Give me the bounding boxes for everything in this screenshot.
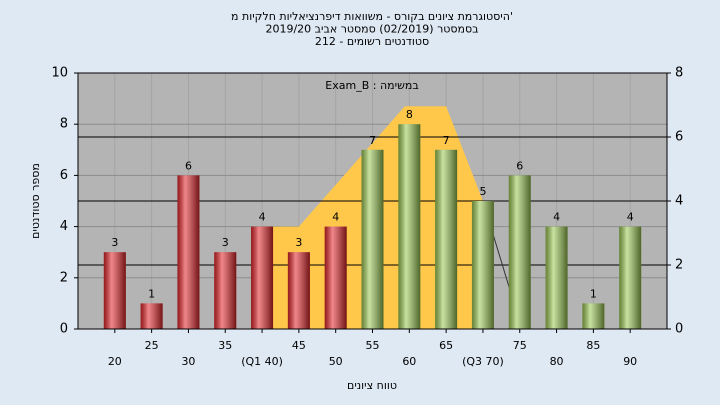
data-label: 7 <box>369 134 376 147</box>
bar-shade <box>361 149 384 329</box>
y-axis-label: מספר סטודנטים <box>29 163 42 239</box>
x-tick-label: 55 <box>366 339 380 352</box>
x-tick-label: 90 <box>623 355 637 368</box>
y2-tick-label: 8 <box>675 66 683 81</box>
y2-tick-label: 0 <box>675 322 683 337</box>
x-tick-label: 45 <box>292 339 306 352</box>
x-tick-label: 60 <box>402 355 416 368</box>
x-tick-label: 20 <box>108 355 122 368</box>
data-label: 3 <box>295 236 302 249</box>
bar-shade <box>582 303 605 329</box>
x-tick-label: (Q3 70) <box>462 355 504 368</box>
bar-shade <box>103 252 126 329</box>
bar-shade <box>619 226 642 329</box>
y-tick-label: 4 <box>60 219 68 234</box>
bar-shade <box>435 149 458 329</box>
data-label: 1 <box>148 287 155 300</box>
data-label: 4 <box>553 211 560 224</box>
data-label: 6 <box>185 159 192 172</box>
data-label: 8 <box>406 108 413 121</box>
data-label: 3 <box>111 236 118 249</box>
bar-shade <box>508 175 531 329</box>
chart-title: בסמסטר (02/2019) סמסטר אביב 2019/20 <box>265 23 478 36</box>
x-tick-label: 75 <box>513 339 527 352</box>
y-tick-label: 10 <box>51 66 68 81</box>
bar-shade <box>398 124 421 329</box>
bar-shade <box>545 226 568 329</box>
x-tick-label: 35 <box>218 339 232 352</box>
x-tick-label: 80 <box>550 355 564 368</box>
plot: 3 1 6 3 4 3 4 7 8 7 5 6 4 1 4 <box>78 72 667 330</box>
bar-shade <box>251 226 274 329</box>
y2-tick-label: 6 <box>675 130 683 145</box>
data-label: 3 <box>222 236 229 249</box>
x-tick-label: (Q1 40) <box>241 355 283 368</box>
bar-shade <box>324 226 347 329</box>
data-label: 1 <box>590 287 597 300</box>
y-tick-label: 6 <box>60 168 68 183</box>
bar-shade <box>287 252 310 329</box>
x-tick-label: 30 <box>181 355 195 368</box>
x-axis-label: טווח ציונים <box>347 379 397 392</box>
data-label: 6 <box>516 159 523 172</box>
y-tick-label: 2 <box>60 270 68 285</box>
x-tick-label: 85 <box>586 339 600 352</box>
x-tick-label: 50 <box>329 355 343 368</box>
chart-title: סטודנטים רשומים - 212 <box>315 35 429 48</box>
bar-shade <box>177 175 200 329</box>
x-tick-label: 25 <box>145 339 159 352</box>
y-tick-label: 0 <box>60 322 68 337</box>
y2-tick-label: 4 <box>675 194 683 209</box>
bar-shade <box>140 303 163 329</box>
data-label: 7 <box>443 134 450 147</box>
chart-title: היסטוגרמת ציונים בקורס - משוואות דיפרנצי… <box>231 10 513 23</box>
annotation: Exam_B : במשימה <box>325 79 418 92</box>
bar-shade <box>471 201 494 329</box>
bar-shade <box>214 252 237 329</box>
data-label: 4 <box>332 211 339 224</box>
y2-tick-label: 2 <box>675 258 683 273</box>
data-label: 5 <box>479 185 486 198</box>
y-tick-label: 8 <box>60 117 68 132</box>
data-label: 4 <box>627 211 634 224</box>
x-tick-label: 65 <box>439 339 453 352</box>
data-label: 4 <box>259 211 266 224</box>
